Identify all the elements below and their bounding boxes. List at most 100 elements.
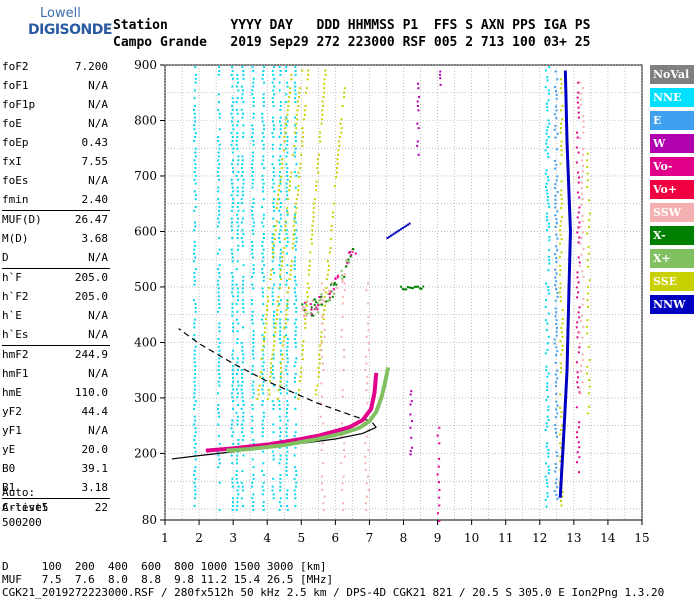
echo-point	[320, 295, 323, 298]
noise-point	[586, 152, 589, 155]
noise-point	[241, 163, 244, 166]
noise-point	[241, 186, 244, 189]
noise-point	[251, 369, 254, 372]
noise-point	[290, 260, 293, 263]
noise-point	[279, 116, 282, 119]
param-row: foE N/A	[2, 115, 110, 134]
noise-point	[271, 260, 274, 263]
autoscaling-info: Auto: Artist5 500200	[2, 485, 48, 530]
noise-point	[340, 131, 343, 134]
noise-point	[269, 366, 272, 369]
noise-point	[252, 438, 255, 441]
param-row: h`Es N/A	[2, 326, 110, 345]
noise-point	[295, 318, 298, 321]
noise-point	[304, 104, 307, 107]
noise-point	[439, 70, 442, 73]
noise-point	[193, 357, 196, 360]
noise-point	[340, 435, 343, 438]
noise-point	[262, 217, 265, 220]
noise-point	[250, 372, 253, 375]
noise-point	[294, 446, 297, 449]
noise-point	[217, 454, 220, 457]
noise-point	[278, 404, 281, 407]
noise-point	[261, 365, 264, 368]
noise-point	[263, 167, 266, 170]
noise-point	[577, 81, 580, 84]
noise-point	[333, 184, 336, 187]
noise-point	[232, 431, 235, 434]
noise-point	[277, 304, 280, 307]
noise-point	[231, 136, 234, 139]
noise-point	[284, 122, 287, 125]
noise-point	[319, 349, 322, 352]
noise-point	[558, 433, 561, 436]
noise-point	[545, 478, 548, 481]
echo-point	[408, 286, 411, 289]
noise-point	[286, 303, 289, 306]
param-row: yF2 44.4	[2, 403, 110, 422]
noise-point	[340, 118, 343, 121]
noise-point	[279, 132, 282, 135]
noise-point	[555, 334, 558, 337]
noise-point	[580, 253, 583, 256]
noise-point	[237, 442, 240, 445]
noise-point	[251, 132, 254, 135]
noise-point	[576, 136, 579, 139]
noise-point	[281, 255, 284, 258]
noise-point	[586, 259, 589, 262]
noise-point	[230, 248, 233, 251]
noise-point	[218, 66, 221, 69]
noise-point	[546, 195, 549, 198]
noise-point	[285, 221, 288, 224]
noise-point	[271, 178, 274, 181]
noise-point	[577, 331, 580, 334]
noise-point	[279, 69, 282, 72]
noise-point	[588, 199, 591, 202]
noise-point	[278, 303, 281, 306]
noise-point	[289, 269, 292, 272]
param-name: foE	[2, 117, 22, 130]
noise-point	[279, 299, 282, 302]
noise-point	[251, 128, 254, 131]
noise-point	[299, 375, 302, 378]
noise-point	[252, 338, 255, 340]
param-row: foF1 N/A	[2, 77, 110, 96]
noise-point	[326, 260, 329, 263]
noise-point	[555, 222, 558, 225]
echo-point	[335, 283, 338, 286]
noise-point	[193, 159, 196, 162]
noise-point	[366, 402, 369, 405]
noise-point	[285, 233, 288, 236]
noise-point	[271, 247, 274, 249]
noise-point	[217, 139, 220, 142]
noise-point	[272, 205, 275, 208]
noise-point	[285, 124, 288, 127]
noise-point	[236, 392, 239, 395]
noise-point	[321, 100, 324, 103]
noise-point	[554, 408, 557, 411]
noise-point	[241, 361, 244, 364]
noise-point	[304, 318, 307, 321]
noise-point	[286, 211, 289, 214]
noise-point	[295, 392, 298, 395]
noise-point	[286, 419, 289, 422]
noise-point	[289, 273, 292, 276]
noise-point	[216, 392, 219, 395]
noise-point	[286, 299, 289, 302]
param-value: N/A	[88, 79, 108, 92]
noise-point	[278, 427, 281, 430]
noise-point	[279, 431, 282, 434]
noise-point	[286, 372, 289, 375]
noise-point	[293, 338, 296, 340]
echo-point	[386, 237, 389, 240]
noise-point	[587, 252, 590, 255]
noise-point	[581, 270, 584, 273]
echo-point	[400, 285, 403, 288]
noise-point	[237, 438, 240, 441]
noise-point	[252, 287, 255, 290]
noise-point	[294, 202, 297, 205]
y-tick-label: 400	[134, 335, 157, 349]
noise-point	[273, 93, 276, 96]
noise-point	[236, 147, 239, 150]
noise-point	[581, 314, 584, 317]
